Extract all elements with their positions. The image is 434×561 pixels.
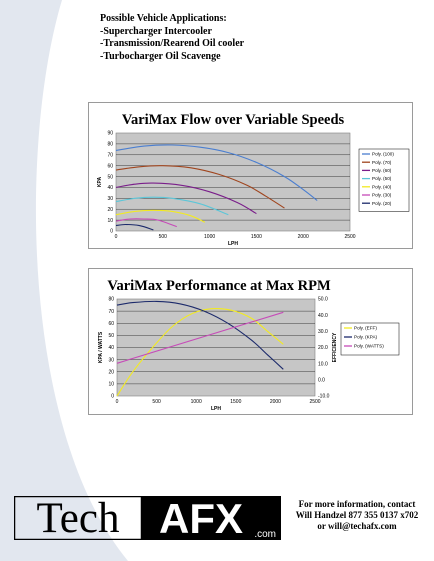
y-tick-label: 40 bbox=[108, 345, 114, 351]
legend-entry: Poly. (20) bbox=[372, 201, 392, 206]
series-line bbox=[115, 196, 229, 216]
y-tick-label: 10 bbox=[108, 382, 114, 388]
flow-chart-svg: VariMax Flow over Variable Speeds 0 10 20 30… bbox=[97, 112, 410, 247]
vehicle-applications: Possible Vehicle Applications: -Supercha… bbox=[100, 13, 244, 63]
y-tick-label: 60 bbox=[108, 321, 114, 327]
applications-heading: Possible Vehicle Applications: bbox=[100, 13, 227, 24]
x-tick-label: 1500 bbox=[230, 399, 241, 405]
series-line bbox=[116, 300, 284, 370]
performance-chart: VariMax Performance at Max RPM 0 10 20 30 40 5… bbox=[88, 268, 413, 415]
legend-entry: Poly. (60) bbox=[372, 168, 392, 173]
y2-tick-label: -10.0 bbox=[318, 394, 330, 400]
series-line bbox=[115, 144, 318, 201]
x-tick-label: 1000 bbox=[191, 399, 202, 405]
y2-tick-label: 30.0 bbox=[318, 329, 328, 335]
y-tick-label: 70 bbox=[107, 152, 113, 158]
legend-entry: Poly. (50) bbox=[372, 176, 392, 181]
y2-tick-label: 10.0 bbox=[318, 361, 328, 367]
y2-tick-label: 20.0 bbox=[318, 345, 328, 351]
series-line bbox=[115, 223, 154, 231]
contact-line: Will Handzel 877 355 0137 x702 bbox=[295, 510, 419, 520]
contact-info: For more information, contact Will Handz… bbox=[284, 499, 430, 532]
y-tick-label: 80 bbox=[108, 297, 114, 303]
contact-line: For more information, contact bbox=[298, 499, 416, 509]
series-line bbox=[115, 218, 177, 228]
x-axis-label: LPH bbox=[228, 241, 238, 247]
y-tick-label: 30 bbox=[107, 196, 113, 202]
y-tick-label: 20 bbox=[108, 369, 114, 375]
legend-entry: Poly. (EFF) bbox=[354, 326, 377, 331]
y2-axis-label: EFFICIENCY bbox=[332, 332, 338, 362]
y-tick-label: 80 bbox=[107, 142, 113, 148]
y2-tick-label: 0.0 bbox=[318, 378, 325, 384]
y-tick-label: 10 bbox=[107, 218, 113, 224]
y-tick-label: 20 bbox=[107, 207, 113, 213]
flow-chart: VariMax Flow over Variable Speeds 0 10 20 30… bbox=[88, 102, 413, 249]
logo-text-com: .com bbox=[254, 529, 276, 540]
series-line bbox=[115, 182, 257, 215]
x-tick-label: 500 bbox=[152, 399, 161, 405]
performance-chart-svg: VariMax Performance at Max RPM 0 10 20 30 40 5… bbox=[98, 278, 400, 412]
y-tick-label: 60 bbox=[107, 163, 113, 169]
x-tick-label: 0 bbox=[115, 234, 118, 240]
legend-entry: Poly. (KPA) bbox=[354, 335, 378, 340]
series-line bbox=[116, 311, 284, 364]
legend-box bbox=[340, 322, 400, 356]
logo-text-tech: Tech bbox=[37, 496, 120, 540]
legend-entry: Poly. (100) bbox=[372, 152, 394, 157]
x-tick-label: 0 bbox=[116, 399, 119, 405]
application-item: -Turbocharger Oil Scavenge bbox=[100, 50, 221, 62]
y-tick-label: 50 bbox=[108, 333, 114, 339]
y-axis-label: KPA bbox=[97, 177, 103, 188]
logo-text-afx: AFX bbox=[159, 496, 243, 540]
y2-tick-label: 50.0 bbox=[318, 297, 328, 303]
x-tick-label: 2000 bbox=[270, 399, 281, 405]
y-axis-label: KPA / WATTS bbox=[98, 331, 104, 363]
y-tick-label: 40 bbox=[107, 185, 113, 191]
chart-title: VariMax Performance at Max RPM bbox=[107, 278, 331, 294]
y-tick-label: 30 bbox=[108, 357, 114, 363]
x-axis-label: LPH bbox=[211, 406, 221, 412]
application-item: -Supercharger Intercooler bbox=[100, 25, 212, 37]
techafx-logo: Tech AFX .com bbox=[14, 496, 281, 540]
x-tick-label: 500 bbox=[159, 234, 168, 240]
application-item: -Transmission/Rearend Oil cooler bbox=[100, 38, 245, 49]
x-tick-label: 2500 bbox=[309, 399, 320, 405]
y2-tick-label: 40.0 bbox=[318, 313, 328, 319]
contact-line: or will@techafx.com bbox=[317, 521, 397, 531]
legend-box bbox=[358, 148, 410, 212]
x-tick-label: 2500 bbox=[344, 234, 355, 240]
series-line bbox=[115, 209, 206, 223]
y-tick-label: 0 bbox=[111, 394, 114, 400]
x-tick-label: 1500 bbox=[251, 234, 262, 240]
legend-entry: Poly. (WATTS) bbox=[354, 344, 384, 349]
chart-title: VariMax Flow over Variable Speeds bbox=[122, 112, 345, 128]
y-tick-label: 50 bbox=[107, 174, 113, 180]
x-tick-label: 2000 bbox=[298, 234, 309, 240]
series-line bbox=[115, 165, 285, 209]
x-tick-label: 1000 bbox=[204, 234, 215, 240]
y-tick-label: 70 bbox=[108, 309, 114, 315]
y-tick-label: 90 bbox=[107, 131, 113, 137]
plot-area bbox=[115, 132, 351, 232]
legend-entry: Poly. (70) bbox=[372, 160, 392, 165]
legend-entry: Poly. (40) bbox=[372, 184, 392, 189]
logo-right-block bbox=[142, 496, 281, 540]
y-tick-label: 0 bbox=[110, 229, 113, 235]
legend-entry: Poly. (30) bbox=[372, 193, 392, 198]
